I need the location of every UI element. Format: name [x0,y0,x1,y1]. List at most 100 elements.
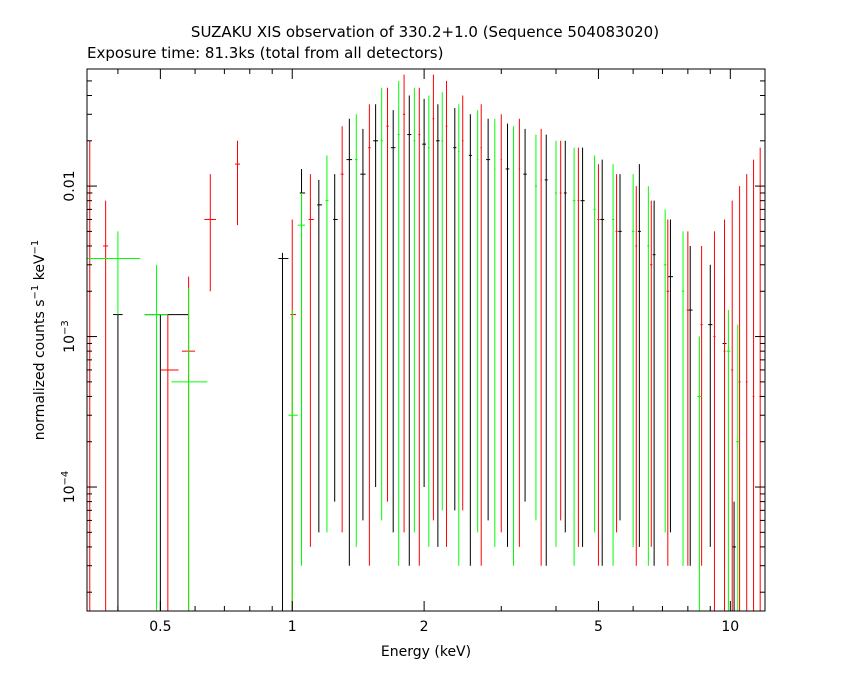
data-point [234,140,241,226]
data-point [637,164,641,547]
data-point [731,200,734,611]
y-tick-label-exponent: −4 [60,471,71,486]
x-tick-label: 0.5 [149,619,171,635]
data-point [436,104,440,547]
data-point [505,123,510,547]
data-point [340,126,344,533]
y-tick-label-exponent: −3 [60,320,71,335]
data-point [597,164,600,566]
data-point [697,336,702,611]
y-axis-label-prefix: normalized counts s [32,299,48,440]
x-tick-label: 2 [420,619,429,635]
data-point [752,159,755,611]
data-point [615,174,618,533]
y-tick-label: 10−3 [60,320,78,353]
data-point [103,200,109,611]
y-axis-label-unit: keV [32,254,48,285]
x-axis: 0.5 1 2 5 10 [117,69,739,635]
data-point [652,200,656,566]
y-tick-label-base: 10 [62,335,78,353]
data-point [333,174,338,502]
data-point [708,264,713,547]
data-point [681,231,685,566]
x-tick-label: 1 [288,619,297,635]
data-point [635,186,638,566]
data-point [612,164,615,566]
data-point [413,87,416,533]
y-tick-label-base: 10 [62,485,78,503]
data-point [458,104,460,566]
data-point [480,104,482,566]
data-point [373,104,379,488]
data-point [600,159,605,566]
data-point [288,310,298,611]
data-point [518,118,520,547]
data-point [87,231,141,315]
data-point [346,118,353,566]
data-point [494,118,496,547]
data-point [144,264,168,611]
data-point [650,200,653,547]
y-axis-label-exp1: −1 [30,285,41,300]
data-point [540,128,542,566]
data-point [544,134,548,566]
series-2 [87,80,740,611]
data-point [87,140,93,611]
data-point [735,324,740,611]
data-point [386,87,389,502]
data-point [297,192,306,566]
data-point [432,74,435,521]
data-point [407,95,412,566]
data-point [427,95,430,547]
data-point [555,140,557,547]
data-point [453,108,457,511]
data-point [631,174,635,547]
data-point [700,245,703,566]
data-point [317,179,323,533]
data-point [512,126,515,566]
data-point [171,288,208,611]
data-point [572,147,576,566]
data-point [723,219,726,611]
data-point [667,219,674,533]
data-point [354,114,358,547]
data-point [618,174,622,521]
data-point [418,87,421,566]
data-point [500,114,502,533]
x-tick-label: 5 [594,619,603,635]
x-axis-label: Energy (keV) [381,644,471,660]
data-point [663,209,667,533]
data-point [666,219,670,566]
data-point [390,110,396,533]
chart-subtitle: Exposure time: 81.3ks (total from all de… [87,44,443,62]
data-point [308,174,314,547]
series-0 [113,95,736,611]
data-point [422,98,427,488]
y-tick-label: 10−4 [60,471,78,504]
data-point [523,128,527,502]
data-point [534,134,537,521]
data-point [593,155,596,533]
y-tick-label: 0.01 [62,171,78,202]
chart-title: SUZAKU XIS observation of 330.2+1.0 (Seq… [191,23,659,41]
x-tick-label: 10 [721,619,739,635]
data-point [368,104,371,566]
data-point [713,231,716,611]
data-point [726,310,731,611]
data-point [563,140,567,533]
plot-frame [86,68,766,612]
y-axis-label: normalized counts s−1 keV−1 [30,240,48,441]
y-axis-label-exp2: −1 [30,240,41,255]
data-point [738,186,741,611]
data-point [476,110,479,533]
data-point [278,252,289,611]
data-point [113,314,123,611]
data-point [686,231,690,566]
data-point [403,74,406,533]
data-point [325,155,329,533]
data-point [577,147,580,547]
data-point [160,314,179,611]
data-point [397,80,400,566]
